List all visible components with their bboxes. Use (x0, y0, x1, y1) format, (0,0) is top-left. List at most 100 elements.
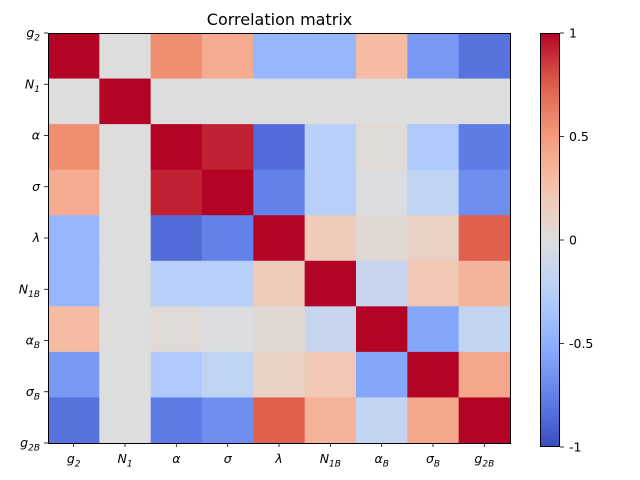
x-tick-label: N1B (320, 451, 341, 470)
heatmap-cell (99, 397, 152, 444)
heatmap-cell (253, 215, 306, 262)
colorbar-tick-label: 1 (569, 26, 577, 41)
heatmap-cell (99, 169, 152, 216)
heatmap-cell (304, 306, 357, 353)
heatmap-cell (150, 351, 203, 399)
heatmap-cell (304, 124, 357, 171)
heatmap-cell (150, 306, 203, 353)
heatmap-cell (202, 306, 254, 353)
heatmap-cell (202, 397, 254, 444)
y-tick-label: g2B (20, 435, 40, 454)
heatmap-cell (458, 78, 511, 125)
heatmap-cell (150, 169, 203, 216)
heatmap-cell (99, 306, 152, 353)
heatmap-frame (48, 33, 511, 444)
heatmap-cell (304, 397, 357, 444)
heatmap-cell (202, 78, 254, 125)
heatmap-cell (458, 260, 511, 307)
y-axis: g2 N1 α σ λ N1B αB σB g2B (19, 25, 48, 454)
heatmap-cell (407, 215, 460, 262)
heatmap-cell (458, 306, 511, 353)
x-tick-label: g2 (67, 451, 81, 470)
heatmap-cell (356, 260, 408, 307)
colorbar-tick-label: -1 (569, 440, 581, 455)
heatmap-cell (356, 33, 408, 80)
heatmap-cell (150, 397, 203, 444)
heatmap-cell (253, 351, 306, 399)
heatmap-cell (304, 260, 357, 307)
heatmap-cell (407, 33, 460, 80)
heatmap-cell (99, 78, 152, 125)
y-tick-label: σ (32, 179, 41, 194)
heatmap-cell (253, 260, 306, 307)
heatmap-cell (48, 169, 100, 216)
heatmap-cell (202, 33, 254, 80)
heatmap-cell (48, 33, 100, 80)
heatmap-cell (458, 351, 511, 399)
y-tick-label: N1 (25, 76, 40, 95)
heatmap-cell (407, 397, 460, 444)
heatmap-cell (356, 124, 408, 171)
heatmap-cell (202, 124, 254, 171)
y-tick-label: N1B (19, 281, 40, 300)
x-tick-label: σB (426, 451, 440, 470)
heatmap-cell (48, 124, 100, 171)
heatmap-cell (48, 215, 100, 262)
heatmap-cell (356, 306, 408, 353)
heatmap-cell (304, 351, 357, 399)
heatmap-cell (48, 306, 100, 353)
colorbar: -1 -0.5 0 0.5 1 (540, 26, 593, 455)
heatmap-cell (458, 33, 511, 80)
heatmap-cell (253, 78, 306, 125)
x-tick-label: αB (374, 451, 388, 470)
heatmap-cell (356, 215, 408, 262)
heatmap-cell (253, 169, 306, 216)
heatmap-cell (356, 397, 408, 444)
heatmap-cell (48, 351, 100, 399)
heatmap-cell (202, 169, 254, 216)
colorbar-tick-label: -0.5 (569, 336, 593, 351)
heatmap-cell (150, 33, 203, 80)
heatmap-cell (304, 215, 357, 262)
heatmap-cell (458, 169, 511, 216)
colorbar-tick-label: 0.5 (569, 129, 589, 144)
heatmap-cell (202, 215, 254, 262)
heatmap-cell (150, 260, 203, 307)
colorbar-frame (540, 33, 560, 447)
heatmap-cell (253, 306, 306, 353)
x-tick-label: λ (274, 451, 282, 466)
heatmap-cell (304, 169, 357, 216)
chart-title: Correlation matrix (207, 10, 352, 29)
heatmap-cell (150, 215, 203, 262)
heatmap-cell (304, 78, 357, 125)
heatmap-cells (48, 33, 511, 444)
heatmap-cell (356, 169, 408, 216)
heatmap-cell (458, 124, 511, 171)
y-tick-label: α (32, 128, 41, 143)
colorbar-ticks: -1 -0.5 0 0.5 1 (560, 26, 593, 455)
heatmap-cell (202, 351, 254, 399)
heatmap-cell (99, 351, 152, 399)
colorbar-gradient (540, 33, 560, 447)
heatmap-cell (407, 169, 460, 216)
heatmap-cell (150, 78, 203, 125)
heatmap-cell (407, 124, 460, 171)
heatmap-cell (356, 78, 408, 125)
heatmap-cell (202, 260, 254, 307)
heatmap-cell (407, 306, 460, 353)
heatmap-cell (150, 124, 203, 171)
heatmap-cell (48, 397, 100, 444)
y-tick-label: αB (26, 333, 40, 352)
heatmap-cell (407, 260, 460, 307)
x-tick-label: N1 (117, 451, 132, 470)
heatmap-cell (253, 397, 306, 444)
y-tick-label: λ (32, 230, 40, 245)
x-tick-label: σ (224, 451, 233, 466)
heatmap-cell (407, 351, 460, 399)
heatmap-cell (458, 397, 511, 444)
heatmap-cell (99, 215, 152, 262)
heatmap-cell (458, 215, 511, 262)
heatmap-cell (99, 260, 152, 307)
heatmap-cell (356, 351, 408, 399)
